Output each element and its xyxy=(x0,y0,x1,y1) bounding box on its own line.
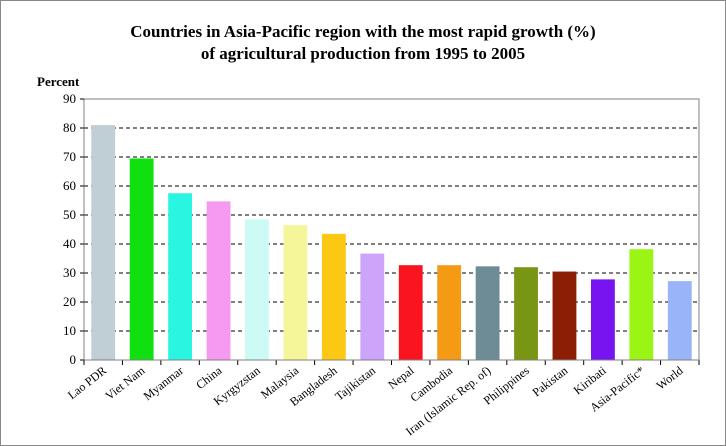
y-tick-label: 30 xyxy=(63,265,76,280)
bar-tajikistan xyxy=(360,253,385,360)
y-tick-label: 10 xyxy=(63,323,76,338)
y-tick-label: 20 xyxy=(63,294,76,309)
bar-bangladesh xyxy=(321,233,346,360)
y-tick-label: 60 xyxy=(63,178,76,193)
bar-pakistan xyxy=(552,271,577,360)
chart-title-line2: of agricultural production from 1995 to … xyxy=(201,44,525,63)
y-tick-label: 80 xyxy=(63,120,76,135)
x-tick-label: Pakistan xyxy=(530,363,571,399)
x-tick-label: Lao PDR xyxy=(65,363,109,402)
x-tick-label: Viet Nam xyxy=(102,363,148,403)
x-tick-label: Tajikistan xyxy=(332,363,378,403)
x-tick-label: World xyxy=(654,363,686,392)
x-tick-label: Nepal xyxy=(385,363,417,392)
y-tick-label: 90 xyxy=(63,91,76,106)
bar-nepal xyxy=(398,265,423,360)
bar-kiribati xyxy=(590,279,615,360)
bar-asia-pacific- xyxy=(629,249,654,360)
chart-title-line1: Countries in Asia-Pacific region with th… xyxy=(130,22,595,41)
x-tick-label: Myanmar xyxy=(141,363,186,403)
x-tick-label: China xyxy=(193,363,225,392)
bar-viet-nam xyxy=(129,158,154,360)
bar-lao-pdr xyxy=(91,125,116,360)
bar-iran-islamic-rep-of- xyxy=(475,266,500,360)
y-tick-label: 50 xyxy=(63,207,76,222)
bar-philippines xyxy=(514,267,538,360)
bar-kyrgyzstan xyxy=(245,219,269,360)
bar-china xyxy=(206,201,231,360)
bar-cambodia xyxy=(437,265,462,360)
y-tick-label: 0 xyxy=(70,352,77,367)
y-tick-label: 40 xyxy=(63,236,76,251)
bar-malaysia xyxy=(283,225,308,360)
bar-world xyxy=(667,281,692,360)
y-axis-label: Percent xyxy=(37,74,80,89)
y-tick-label: 70 xyxy=(63,149,76,164)
bar-myanmar xyxy=(168,193,193,360)
